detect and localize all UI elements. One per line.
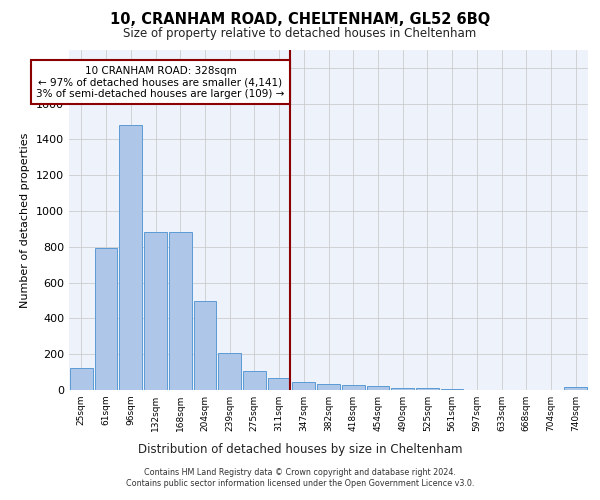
Y-axis label: Number of detached properties: Number of detached properties: [20, 132, 31, 308]
Bar: [416, 388, 439, 390]
Bar: [119, 125, 142, 390]
Bar: [194, 300, 216, 390]
Bar: [218, 354, 241, 390]
Bar: [95, 248, 118, 390]
Bar: [169, 232, 191, 390]
Bar: [342, 384, 365, 390]
Bar: [268, 378, 290, 390]
Text: 10 CRANHAM ROAD: 328sqm
← 97% of detached houses are smaller (4,141)
3% of semi-: 10 CRANHAM ROAD: 328sqm ← 97% of detache…: [36, 66, 284, 99]
Bar: [292, 382, 315, 390]
Text: 10, CRANHAM ROAD, CHELTENHAM, GL52 6BQ: 10, CRANHAM ROAD, CHELTENHAM, GL52 6BQ: [110, 12, 490, 28]
Bar: [564, 387, 587, 390]
Bar: [367, 386, 389, 390]
Bar: [391, 388, 414, 390]
Text: Contains HM Land Registry data © Crown copyright and database right 2024.
Contai: Contains HM Land Registry data © Crown c…: [126, 468, 474, 487]
Bar: [70, 368, 93, 390]
Bar: [441, 389, 463, 390]
Bar: [144, 232, 167, 390]
Text: Distribution of detached houses by size in Cheltenham: Distribution of detached houses by size …: [138, 442, 462, 456]
Text: Size of property relative to detached houses in Cheltenham: Size of property relative to detached ho…: [124, 28, 476, 40]
Bar: [317, 384, 340, 390]
Bar: [243, 371, 266, 390]
